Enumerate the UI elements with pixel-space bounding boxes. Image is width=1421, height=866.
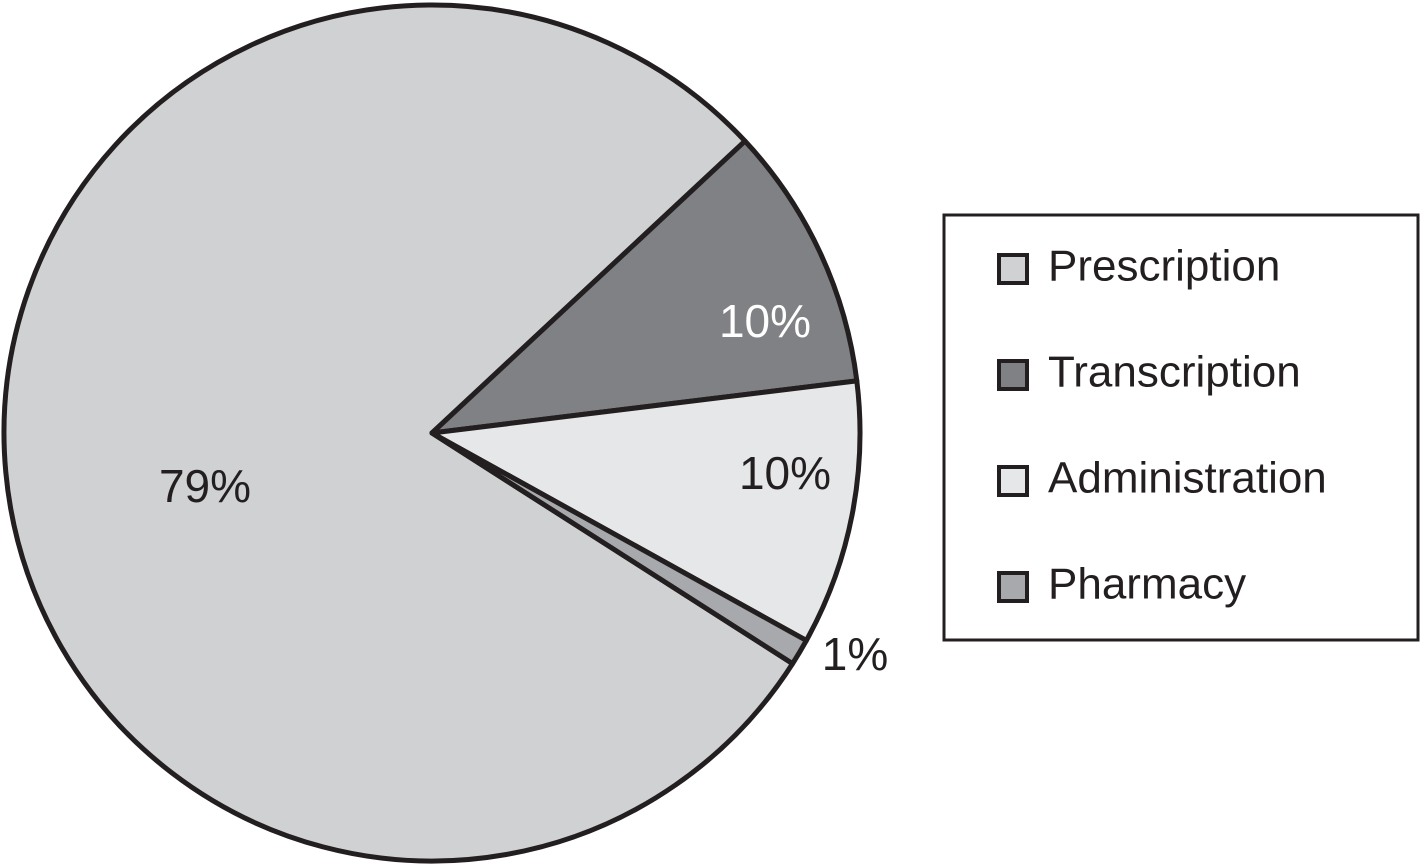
legend-box: [942, 213, 1420, 642]
legend-swatch: [997, 571, 1029, 603]
legend-label: Transcription: [1048, 348, 1301, 397]
legend-swatch: [997, 465, 1029, 497]
legend: Prescription Transcription Administration P…: [942, 213, 1420, 642]
legend-label: Prescription: [1048, 242, 1280, 291]
legend-label: Administration: [1048, 454, 1327, 503]
data-label: 10%: [719, 295, 811, 347]
legend-swatch: [997, 253, 1029, 285]
data-label: 10%: [739, 447, 831, 499]
legend-label: Pharmacy: [1048, 560, 1246, 609]
pie-slice: [429, 378, 863, 643]
legend-swatch: [997, 359, 1029, 391]
pie-slice: [429, 138, 860, 436]
pie: 79% 10% 10% 1%: [1, 2, 888, 864]
data-label: 1%: [822, 628, 888, 680]
pie-slice: [1, 2, 796, 864]
pie-slice: [429, 430, 809, 667]
data-label: 79%: [159, 460, 251, 512]
